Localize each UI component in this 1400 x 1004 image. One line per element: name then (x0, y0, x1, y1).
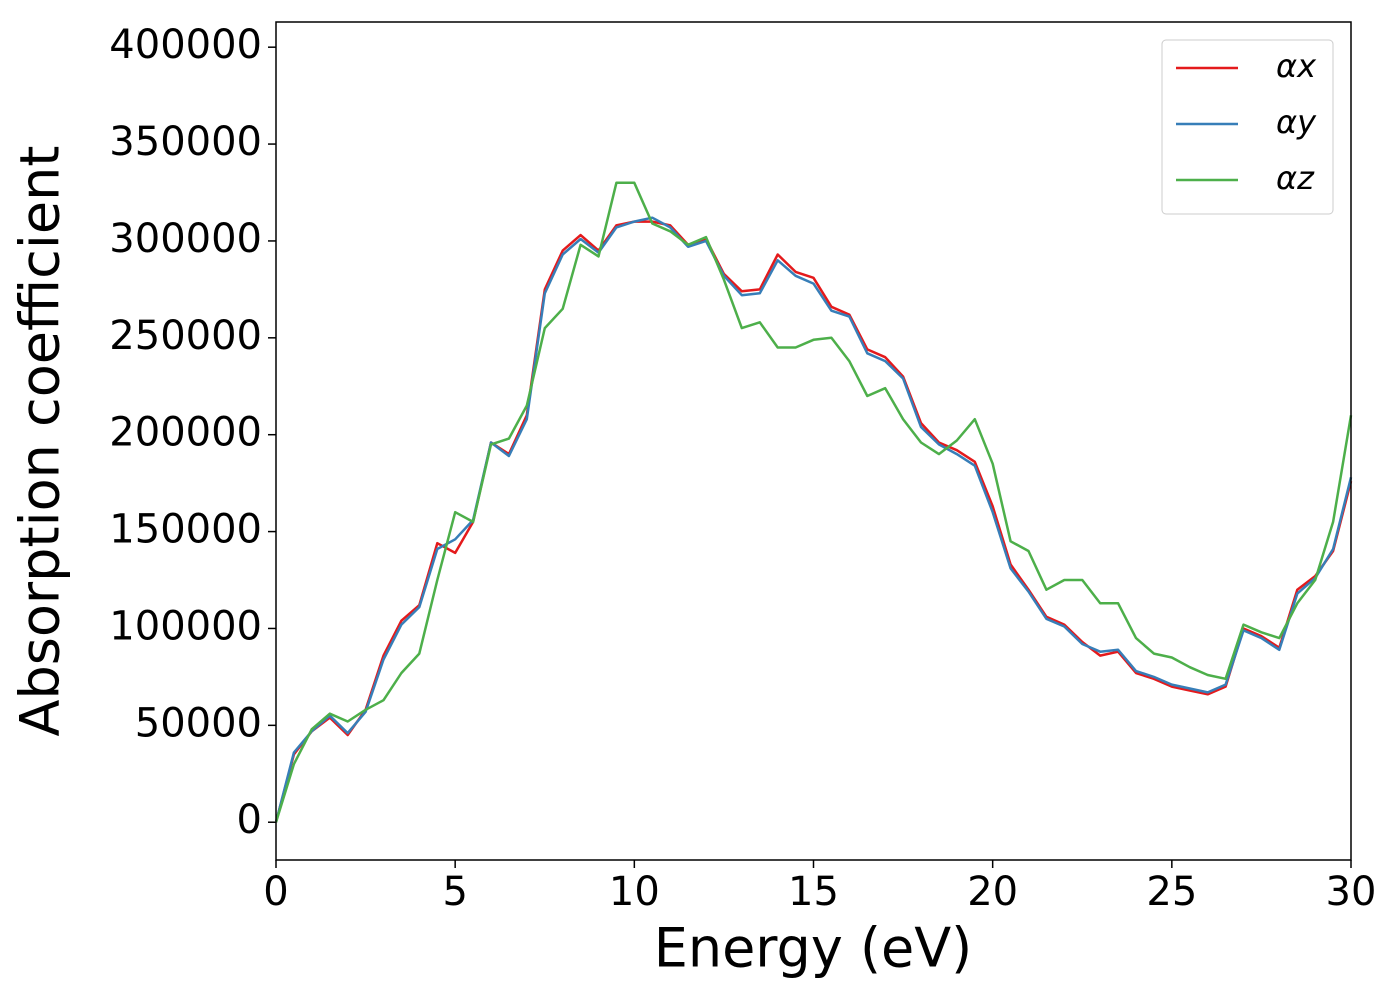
y-tick-label: 400000 (109, 22, 262, 68)
y-tick-label: 0 (237, 797, 262, 843)
legend-label: αz (1276, 159, 1315, 197)
series-line (274, 181, 1353, 823)
x-axis-label: Energy (eV) (654, 917, 973, 980)
y-tick-label: 150000 (109, 507, 262, 553)
y-tick-label: 100000 (109, 603, 262, 649)
x-tick-label: 0 (263, 869, 288, 915)
x-tick-label: 25 (1146, 869, 1197, 915)
x-tick-label: 10 (609, 869, 660, 915)
series-line (274, 220, 1353, 823)
x-tick-label: 5 (442, 869, 467, 915)
y-axis-label: Absorption coefficient (9, 146, 72, 737)
y-tick-label: 250000 (109, 313, 262, 359)
y-tick-label: 50000 (135, 700, 262, 746)
plot-frame (275, 21, 1352, 861)
x-tick-label: 15 (788, 869, 839, 915)
x-tick-label: 30 (1326, 869, 1377, 915)
legend-box (1161, 39, 1334, 215)
legend-label: αx (1276, 47, 1317, 85)
y-tick-label: 200000 (109, 410, 262, 456)
x-tick-label: 20 (967, 869, 1018, 915)
y-tick-label: 300000 (109, 216, 262, 262)
y-tick-label: 350000 (109, 119, 262, 165)
series-line (274, 216, 1353, 823)
legend-label: αy (1276, 103, 1317, 141)
